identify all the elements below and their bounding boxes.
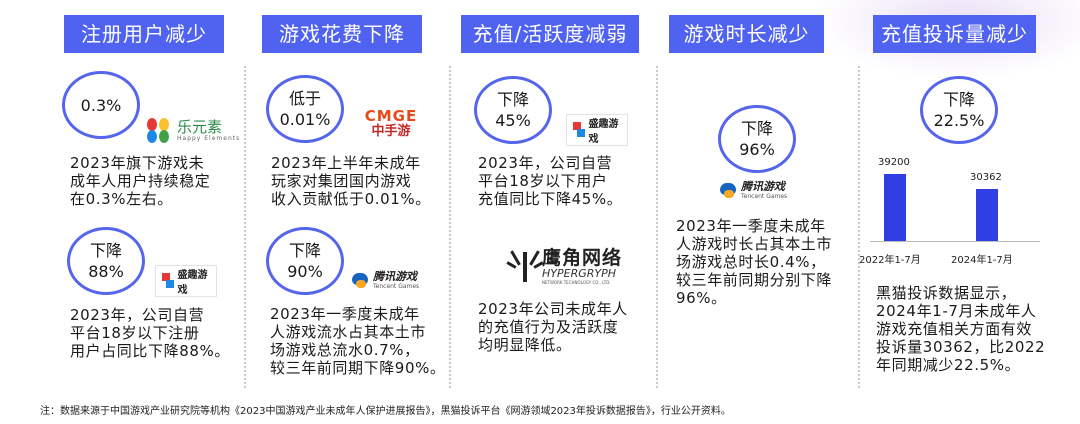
stat-circle: 低于 0.01% (266, 75, 344, 143)
cmge-logo: CMGE 中手游 (364, 107, 418, 140)
logo-name: 乐元素 (177, 117, 223, 136)
shengqu-games-logo: 盛趣游戏 (566, 114, 628, 146)
header-game-time: 游戏时长减少 (669, 15, 824, 53)
stat-description: 黑猫投诉数据显示， 2024年1-7月未成年人 游戏充值相关方面有效 投诉量30… (876, 284, 1046, 374)
hypergryph-logo: 鹰角网络 HYPERGRYPH NETWORK TECHNOLOGY CO., … (506, 246, 622, 286)
header-recharge-activity: 充值/活跃度减弱 (461, 15, 639, 53)
stat-label: 下降 (942, 90, 975, 109)
header-complaints: 充值投诉量减少 (873, 15, 1036, 53)
tencent-games-icon (718, 180, 738, 200)
stat-value: 88% (88, 262, 124, 281)
stat-circle: 下降 45% (474, 76, 552, 144)
data-label: 39200 (878, 157, 910, 168)
stat-value: 90% (287, 262, 323, 281)
stat-description: 2023年一季度未成年 人游戏流水占其本土市 场游戏总流水0.7%， 较三年前同… (270, 305, 446, 377)
antler-icon (506, 246, 544, 286)
stat-label: 下降 (89, 241, 122, 260)
stat-value: 0.3% (80, 95, 122, 115)
stat-value: 45% (495, 111, 531, 130)
stat-value: 0.01% (279, 110, 331, 129)
logo-subtitle: Happy Elements (177, 134, 241, 142)
pinwheel-icon (145, 116, 173, 144)
shengqu-icon (162, 273, 174, 289)
stat-circle: 下降 90% (266, 227, 344, 295)
stat-circle: 0.3% (62, 71, 140, 139)
stat-description: 2023年旗下游戏未 成年人用户持续稳定 在0.3%左右。 (70, 154, 211, 208)
header-registered-users: 注册用户减少 (64, 15, 224, 53)
column-divider (244, 66, 246, 388)
stat-circle: 下降 96% (718, 105, 796, 173)
stat-description: 2023年公司未成年人 的充值行为及活跃度 均明显降低。 (478, 300, 628, 354)
stat-label: 下降 (288, 241, 321, 260)
footnote: 注：数据来源于中国游戏产业研究院等机构《2023中国游戏产业未成年人保护进展报告… (40, 406, 731, 417)
shengqu-games-logo: 盛趣游戏 (155, 265, 217, 297)
tencent-games-logo: 腾讯游戏 Tencent Games (350, 270, 419, 290)
chart-bar (976, 189, 998, 241)
stat-value: 96% (739, 140, 775, 159)
happy-elements-logo: 乐元素 Happy Elements (145, 110, 245, 150)
data-label: 30362 (970, 172, 1002, 184)
tencent-games-logo: 腾讯游戏 Tencent Games (718, 180, 787, 200)
shengqu-icon (573, 122, 585, 138)
stat-label: 低于 (288, 89, 321, 108)
stat-value: 22.5% (933, 111, 985, 130)
stat-label: 下降 (740, 119, 773, 138)
category-label: 2022年1-7月 (859, 255, 921, 266)
column-divider (656, 66, 658, 388)
column-divider (449, 66, 451, 388)
chart-bar (884, 174, 906, 241)
stat-circle: 下降 88% (67, 227, 145, 295)
stat-description: 2023年一季度未成年 人游戏时长占其本土市 场游戏总时长0.4%， 较三年前同… (676, 217, 833, 307)
tencent-games-icon (350, 270, 370, 290)
header-game-spending: 游戏花费下降 (262, 15, 422, 53)
stat-circle: 下降 22.5% (920, 76, 998, 144)
stat-description: 2023年上半年未成年 玩家对集团国内游戏 收入贡献低于0.01%。 (271, 154, 431, 208)
column-divider (858, 66, 860, 388)
stat-description: 2023年，公司自营 平台18岁以下注册 用户占同比下降88%。 (70, 306, 230, 360)
x-axis (870, 241, 1040, 242)
category-label: 2024年1-7月 (951, 255, 1013, 266)
stat-description: 2023年，公司自营 平台18岁以下用户 充值同比下降45%。 (478, 154, 623, 208)
stat-label: 下降 (496, 90, 529, 109)
